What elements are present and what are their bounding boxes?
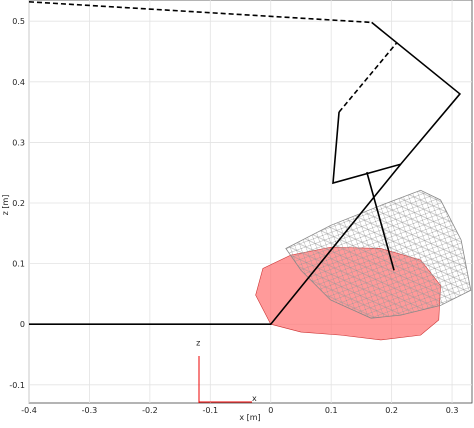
x-tick-label: -0.1: [203, 406, 219, 415]
y-axis-label: z [m]: [1, 195, 10, 216]
marks: [29, 1, 472, 341]
line: [29, 163, 402, 326]
line: [366, 171, 395, 271]
x-tick-label: 0: [268, 406, 273, 415]
x-tick-label: 0.2: [385, 406, 398, 415]
x-tick-label: 0.1: [325, 406, 338, 415]
y-tick-label: 0.3: [12, 138, 25, 147]
x-tick-label: -0.4: [21, 406, 37, 415]
x-tick-label: -0.3: [82, 406, 98, 415]
line: [338, 41, 398, 113]
x-tick-label: 0.3: [446, 406, 459, 415]
y-tick-label: 0: [20, 320, 25, 329]
y-tick-label: -0.1: [9, 381, 25, 390]
annotation: x: [252, 394, 257, 403]
line: [29, 1, 372, 24]
area: [285, 189, 472, 319]
line: [332, 21, 462, 185]
y-tick-label: 0.2: [12, 199, 25, 208]
x-tick-label: -0.2: [142, 406, 158, 415]
x-axis-label: x [m]: [239, 413, 260, 422]
annotation: z: [196, 338, 200, 347]
y-tick-label: 0.4: [12, 78, 25, 87]
y-tick-label: 0.1: [12, 260, 25, 269]
y-tick-label: 0.5: [12, 17, 25, 26]
